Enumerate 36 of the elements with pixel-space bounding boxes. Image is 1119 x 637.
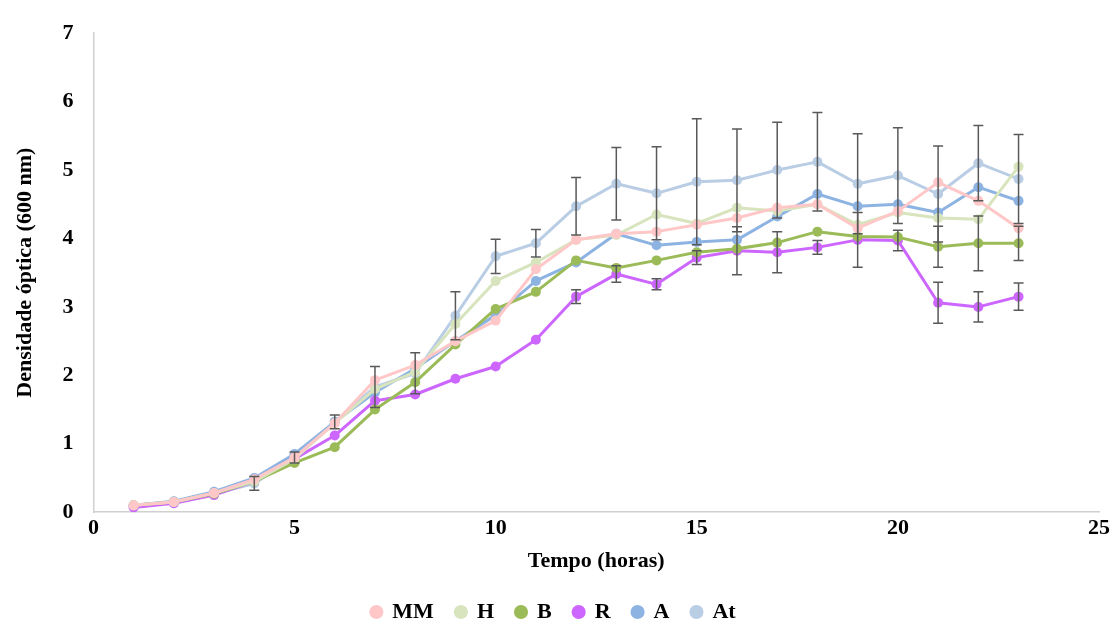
y-tick-label: 7 <box>62 18 74 44</box>
y-tick-label: 4 <box>62 224 74 250</box>
point <box>490 303 501 314</box>
y-tick-label: 1 <box>62 429 74 455</box>
y-axis-title: Densidade óptica (600 nm) <box>10 147 36 398</box>
point <box>651 240 662 251</box>
x-tick-label: 5 <box>289 514 301 540</box>
legend-label: At <box>712 597 737 623</box>
legend-label: B <box>536 597 552 623</box>
x-tick-label: 20 <box>886 514 909 540</box>
point <box>490 361 501 372</box>
point <box>530 275 541 286</box>
point <box>450 373 461 384</box>
point <box>812 226 823 237</box>
y-tick-label: 6 <box>62 87 74 113</box>
x-tick-label: 25 <box>1088 514 1110 540</box>
point <box>490 275 501 286</box>
y-tick-label: 5 <box>62 155 74 181</box>
point <box>490 315 501 326</box>
point <box>530 286 541 297</box>
legend-label: MM <box>392 597 435 623</box>
legend-label: A <box>653 597 670 623</box>
x-axis-title: Tempo (horas) <box>527 547 665 573</box>
legend-label: H <box>476 597 494 623</box>
point <box>329 442 340 453</box>
x-tick-label: 15 <box>685 514 708 540</box>
x-tick-label: 0 <box>87 514 99 540</box>
y-tick-label: 0 <box>62 497 74 523</box>
point <box>329 430 340 441</box>
point <box>530 334 541 345</box>
y-tick-label: 3 <box>62 292 74 318</box>
x-tick-label: 10 <box>484 514 507 540</box>
point <box>651 255 662 266</box>
point <box>530 264 541 275</box>
legend-label: R <box>594 597 612 623</box>
y-tick-label: 2 <box>62 361 74 387</box>
